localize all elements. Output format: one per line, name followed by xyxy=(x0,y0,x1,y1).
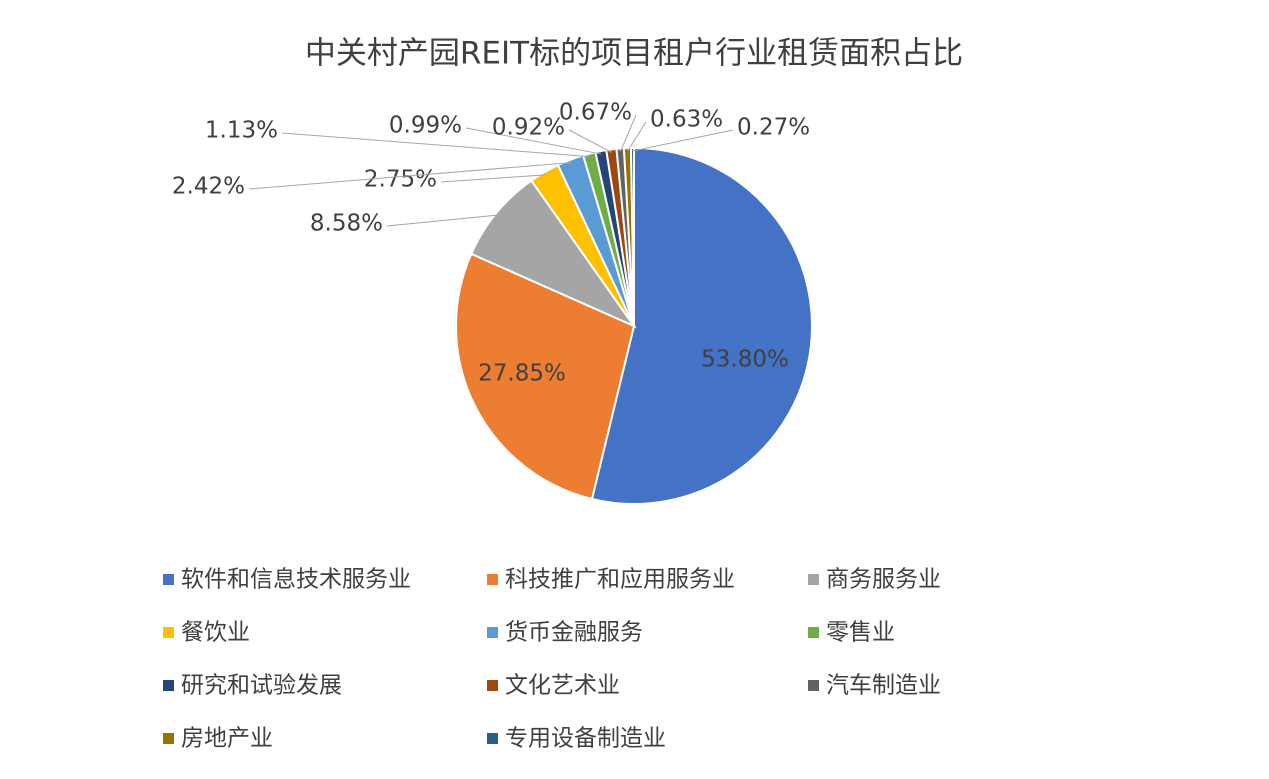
legend-swatch xyxy=(808,680,819,691)
data-label: 53.80% xyxy=(701,347,789,373)
leader-line xyxy=(465,127,602,155)
data-label: 1.13% xyxy=(205,118,278,144)
pie-slice xyxy=(590,146,813,505)
pie-slice xyxy=(469,179,637,329)
leader-line xyxy=(386,214,499,227)
legend-label: 房地产业 xyxy=(181,726,273,752)
data-label: 0.63% xyxy=(650,107,723,133)
data-label: 8.58% xyxy=(310,211,383,237)
legend-label: 汽车制造业 xyxy=(826,673,941,699)
legend-label: 科技推广和应用服务业 xyxy=(505,567,735,593)
legend-swatch xyxy=(163,574,174,585)
legend-label: 文化艺术业 xyxy=(505,673,620,699)
legend-swatch xyxy=(808,627,819,638)
chart-title: 中关村产园REIT标的项目租户行业租赁面积占比 xyxy=(305,36,963,72)
legend-swatch xyxy=(163,627,174,638)
legend-swatch xyxy=(487,680,498,691)
legend-swatch xyxy=(163,680,174,691)
legend-swatch xyxy=(487,733,498,744)
leader-line xyxy=(619,114,637,152)
legend-label: 研究和试验发展 xyxy=(181,673,342,699)
data-label: 2.75% xyxy=(364,167,437,193)
data-label: 0.92% xyxy=(492,115,565,141)
leader-line xyxy=(632,129,734,152)
leader-line xyxy=(440,174,546,183)
legend-label: 货币金融服务 xyxy=(505,620,643,646)
legend-label: 零售业 xyxy=(826,620,895,646)
legend-swatch xyxy=(163,733,174,744)
leader-line xyxy=(627,121,647,152)
legend-label: 软件和信息技术服务业 xyxy=(181,567,411,593)
legend-swatch xyxy=(487,627,498,638)
legend-label: 商务服务业 xyxy=(826,567,941,593)
legend-swatch xyxy=(487,574,498,585)
leader-line xyxy=(281,132,591,158)
legend-swatch xyxy=(808,574,819,585)
data-label: 0.99% xyxy=(389,113,462,139)
data-label: 27.85% xyxy=(478,361,566,387)
leader-line xyxy=(248,162,572,190)
data-label: 0.27% xyxy=(737,115,810,141)
data-label: 0.67% xyxy=(559,100,632,126)
legend-label: 专用设备制造业 xyxy=(505,726,666,752)
leader-line xyxy=(568,129,612,153)
pie-slice xyxy=(455,252,636,501)
legend-label: 餐饮业 xyxy=(181,620,250,646)
data-label: 2.42% xyxy=(172,174,245,200)
pie-slice xyxy=(629,146,635,327)
